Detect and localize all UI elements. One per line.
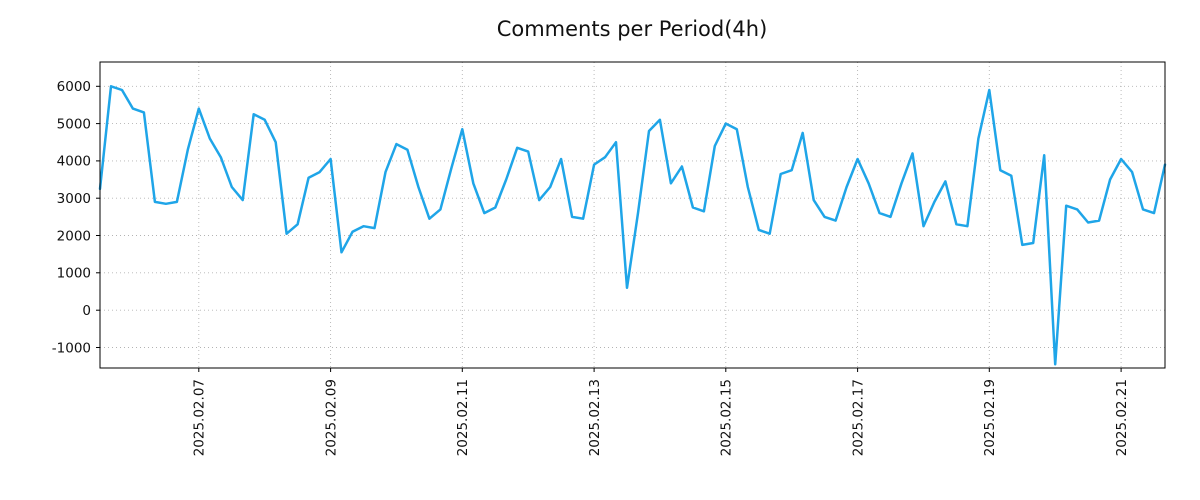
x-tick-label: 2025.02.13 (587, 379, 603, 456)
axis-layer: -1000 0 1000 2000 3000 4000 5000 6000 2025.02.07… (52, 61, 1166, 456)
x-tick-label: 2025.02.17 (850, 379, 866, 456)
x-tick-label: 2025.02.19 (982, 379, 998, 456)
x-tick-label: 2025.02.21 (1114, 379, 1130, 456)
y-tick-label: 1000 (57, 266, 91, 282)
series-line (98, 85, 1167, 366)
y-tick-label: 6000 (57, 79, 91, 95)
x-tick-label: 2025.02.07 (192, 379, 208, 456)
y-tick-label: 0 (82, 303, 91, 319)
y-tick-label: -1000 (52, 340, 91, 356)
y-tick-label: 4000 (57, 154, 91, 170)
x-tick-label: 2025.02.15 (719, 379, 735, 456)
x-tick-label: 2025.02.09 (323, 379, 339, 456)
x-tick-label: 2025.02.11 (455, 379, 471, 456)
grid-layer (100, 62, 1165, 368)
plot-border (99, 61, 1166, 369)
chart-title: Comments per Period(4h) (497, 17, 768, 41)
y-tick-label: 3000 (57, 191, 91, 207)
y-tick-label: 2000 (57, 228, 91, 244)
y-tick-label: 5000 (57, 116, 91, 132)
series-layer (98, 85, 1167, 366)
